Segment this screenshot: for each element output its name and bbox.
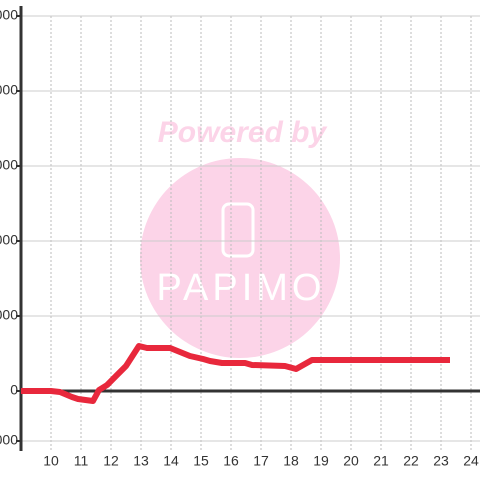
y-tick-label: 120,000 <box>0 82 18 98</box>
x-tick-label: 19 <box>313 453 329 469</box>
x-tick-label: 20 <box>343 453 359 469</box>
x-tick-label: 15 <box>193 453 209 469</box>
x-tick-label: 12 <box>103 453 119 469</box>
line-series <box>21 343 450 404</box>
x-tick-label: 24 <box>463 453 479 469</box>
watermark-circle <box>140 158 340 358</box>
watermark-top: Powered by <box>158 116 328 149</box>
y-tick-label: 150,000 <box>0 7 18 23</box>
y-tick-label: 90,000 <box>0 157 18 173</box>
x-tick-label: 10 <box>43 453 59 469</box>
y-tick-label: 0 <box>10 382 18 398</box>
x-tick-label: 23 <box>433 453 449 469</box>
y-tick-label: 30,000 <box>0 307 18 323</box>
x-tick-label: 22 <box>403 453 419 469</box>
x-tick-label: 18 <box>283 453 299 469</box>
x-tick-label: 21 <box>373 453 389 469</box>
x-tick-label: 17 <box>253 453 269 469</box>
x-tick-label: 16 <box>223 453 239 469</box>
x-tick-label: 14 <box>163 453 179 469</box>
x-tick-label: 13 <box>133 453 149 469</box>
watermark-bottom: PAPIMO <box>157 267 326 309</box>
y-tick-label: 60,000 <box>0 232 18 248</box>
y-tick-label: -20,000 <box>0 432 18 448</box>
watermark-icon <box>221 202 255 258</box>
x-tick-label: 11 <box>74 453 89 469</box>
